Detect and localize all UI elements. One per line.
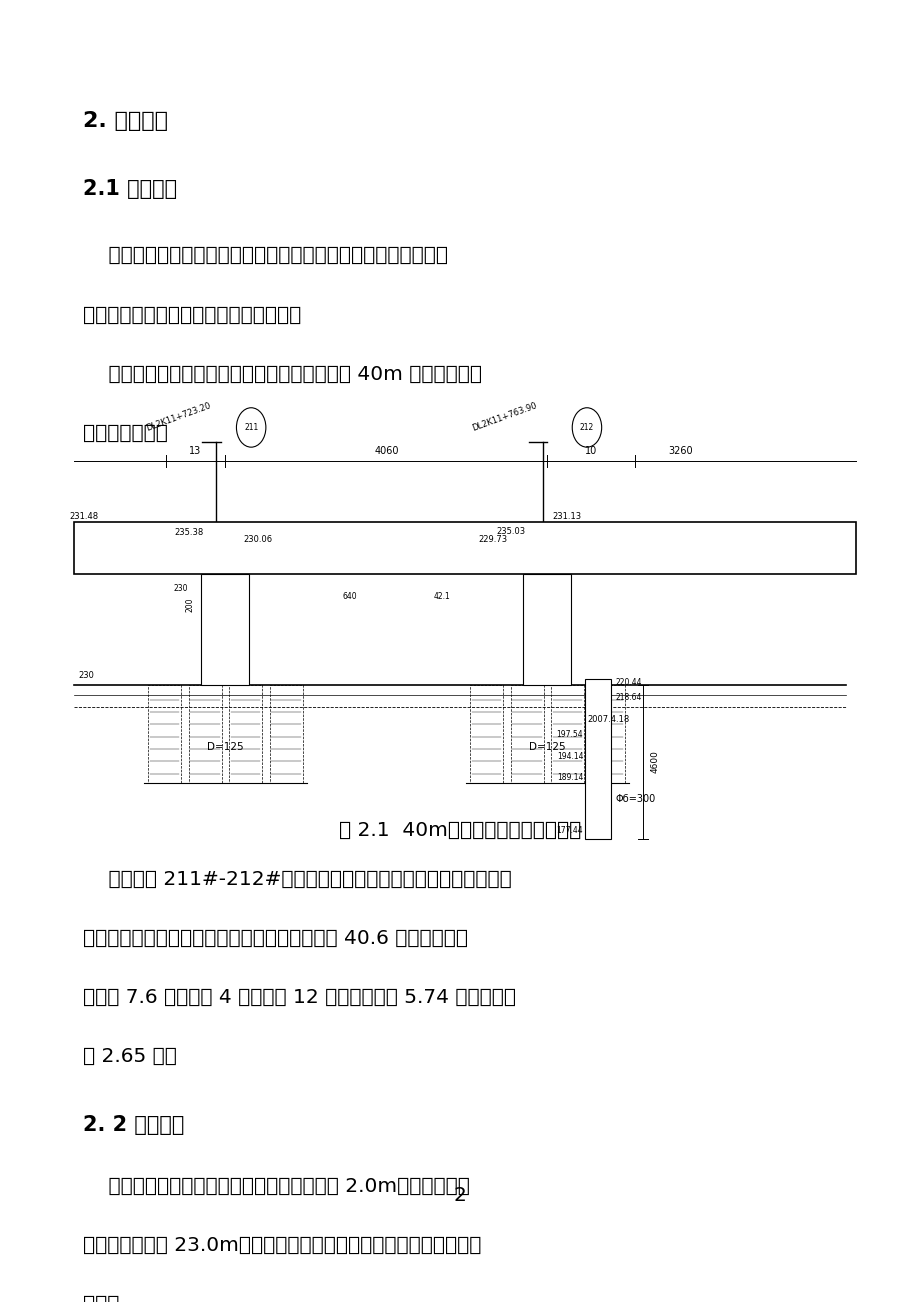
Text: 42.1: 42.1 — [433, 591, 449, 600]
Text: 图 2.1  40m预应力混凝简支箱立面图: 图 2.1 40m预应力混凝简支箱立面图 — [338, 820, 581, 840]
Text: 230: 230 — [78, 671, 94, 680]
Text: 231.48: 231.48 — [69, 512, 98, 521]
Text: 230.06: 230.06 — [244, 535, 273, 544]
Bar — [470, 685, 503, 784]
Bar — [148, 685, 181, 784]
Bar — [523, 574, 571, 685]
Bar — [74, 522, 855, 574]
Text: DL2K11+723.20: DL2K11+723.20 — [144, 401, 211, 432]
Text: 10: 10 — [584, 445, 596, 456]
Text: 2. 2 地质条件: 2. 2 地质条件 — [83, 1115, 184, 1135]
Bar — [591, 685, 624, 784]
Text: D=125: D=125 — [207, 742, 244, 751]
Text: 斜腹板截面，等高度预应力混凝土箱梁，箱梁长 40.6 米，梁底离地: 斜腹板截面，等高度预应力混凝土箱梁，箱梁长 40.6 米，梁底离地 — [83, 928, 467, 948]
Text: 218.64: 218.64 — [615, 693, 641, 702]
Text: 2. 工程概况: 2. 工程概况 — [83, 111, 167, 132]
Text: 黄土，厚度约为 23.0m；下面依次为砾砂、风化泥岩夹砂岩、泥岩夹: 黄土，厚度约为 23.0m；下面依次为砾砂、风化泥岩夹砂岩、泥岩夹 — [83, 1236, 481, 1255]
Text: 235.03: 235.03 — [496, 527, 526, 536]
Bar — [229, 685, 262, 784]
Text: DL2K11+763.90: DL2K11+763.90 — [471, 401, 538, 432]
Text: Φб=300: Φб=300 — [615, 794, 655, 805]
Text: 231.13: 231.13 — [551, 512, 581, 521]
Text: 3260: 3260 — [668, 445, 692, 456]
Text: 230: 230 — [173, 583, 187, 592]
Text: 长西双线 211#-212#桥墩为现浇箱型简支梁，梁型采用单箱单室: 长西双线 211#-212#桥墩为现浇箱型简支梁，梁型采用单箱单室 — [83, 870, 511, 889]
Text: 189.14: 189.14 — [556, 773, 583, 781]
Text: 212: 212 — [579, 423, 594, 432]
Text: 194.14: 194.14 — [556, 751, 583, 760]
Text: 2007.4.18: 2007.4.18 — [586, 715, 629, 724]
Bar — [188, 685, 221, 784]
Bar — [269, 685, 302, 784]
Bar — [550, 685, 584, 784]
Text: 4060: 4060 — [374, 445, 398, 456]
Text: 235.38: 235.38 — [175, 529, 204, 538]
Text: 长 2.65 米。: 长 2.65 米。 — [83, 1047, 176, 1066]
Text: 长春联络线特大桥下道路现状复杂，该段采用 40m 简支箱梁跨越: 长春联络线特大桥下道路现状复杂，该段采用 40m 简支箱梁跨越 — [83, 365, 482, 384]
Bar — [510, 685, 543, 784]
Text: 197.54: 197.54 — [556, 729, 583, 738]
Text: 长西上、下行双线是哈大铁路客运专线长春联络线的组成部分，: 长西上、下行双线是哈大铁路客运专线长春联络线的组成部分， — [83, 246, 448, 266]
Text: 640: 640 — [342, 591, 357, 600]
Text: 2.1 工程概述: 2.1 工程概述 — [83, 178, 176, 199]
Bar — [201, 574, 249, 685]
Text: 该桥所处地质情况，表层为杂填土，厚度约 2.0m；其下为黏质: 该桥所处地质情况，表层为杂填土，厚度约 2.0m；其下为黏质 — [83, 1177, 470, 1195]
Text: D=125: D=125 — [528, 742, 565, 751]
Text: 220.44: 220.44 — [615, 678, 641, 687]
Bar — [584, 678, 610, 838]
Text: 4600: 4600 — [650, 750, 659, 773]
Text: 砂岩。: 砂岩。 — [83, 1294, 119, 1302]
Text: 229.73: 229.73 — [478, 535, 507, 544]
Text: 177.44: 177.44 — [556, 825, 583, 835]
Text: 211: 211 — [244, 423, 258, 432]
Text: 13: 13 — [188, 445, 201, 456]
Text: 面高为 7.6 米，梁高 4 米，顶宽 12 米，梁底宽为 5.74 米，翼缘板: 面高为 7.6 米，梁高 4 米，顶宽 12 米，梁底宽为 5.74 米，翼缘板 — [83, 988, 516, 1006]
Text: 200: 200 — [186, 598, 195, 612]
Text: 为长春西站与既有长春站之间的联络线。: 为长春西站与既有长春站之间的联络线。 — [83, 306, 301, 324]
Text: 既有青石道路。: 既有青石道路。 — [83, 423, 167, 443]
Text: 2: 2 — [453, 1186, 466, 1204]
